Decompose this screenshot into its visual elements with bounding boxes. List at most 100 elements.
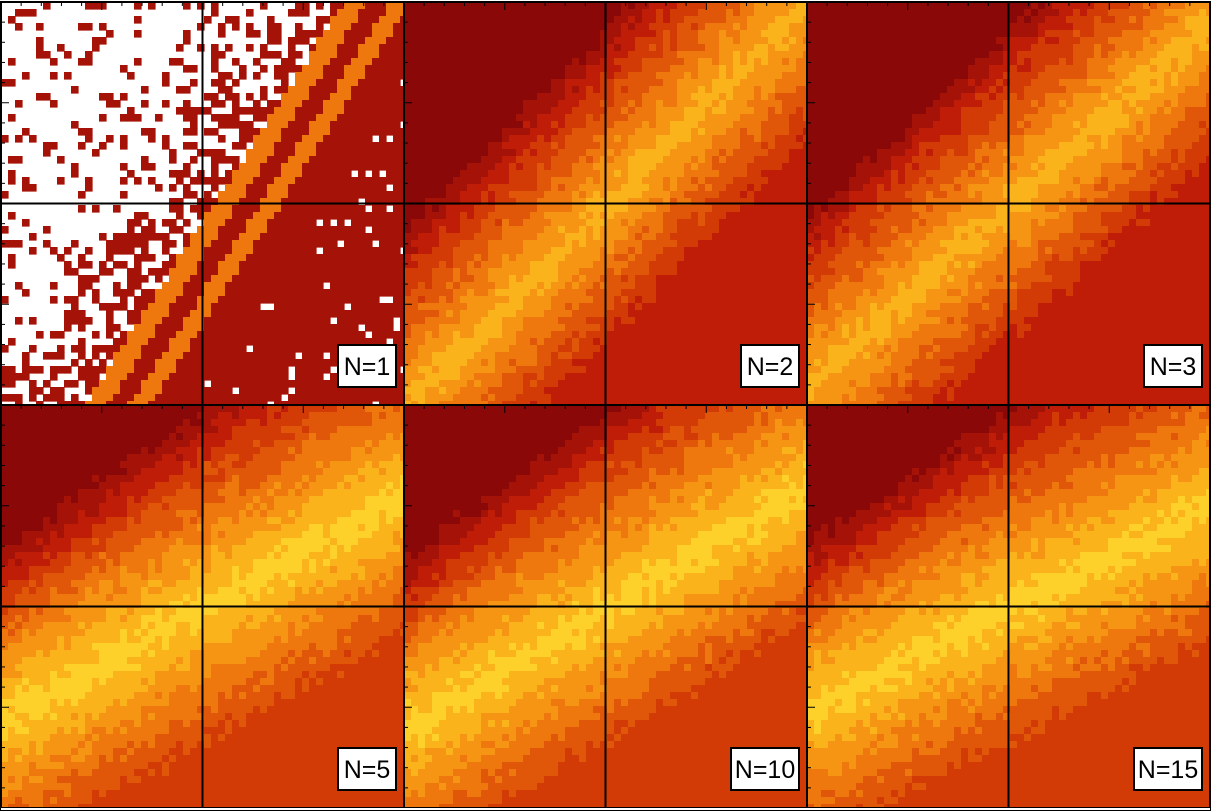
contour-cell — [747, 163, 755, 171]
contour-cell — [155, 394, 163, 402]
contour-cell — [162, 338, 170, 346]
contour-cell — [274, 163, 282, 171]
contour-cell — [36, 93, 44, 101]
contour-cell — [274, 289, 282, 297]
contour-cell — [516, 58, 524, 66]
contour-cell — [386, 191, 394, 199]
contour-cell — [593, 247, 601, 255]
contour-cell — [120, 296, 128, 304]
contour-cell — [404, 177, 412, 185]
contour-cell — [351, 142, 359, 150]
contour-cell — [176, 212, 184, 220]
contour-cell — [400, 198, 404, 206]
contour-cell — [393, 387, 401, 395]
contour-cell — [530, 128, 538, 136]
contour-cell — [267, 114, 275, 122]
contour-cell — [523, 352, 531, 360]
contour-cell — [404, 352, 412, 360]
contour-cell — [218, 100, 226, 108]
contour-cell — [635, 100, 643, 108]
contour-cell — [225, 366, 233, 374]
contour-cell — [649, 212, 657, 220]
contour-cell — [386, 65, 394, 73]
contour-cell — [628, 254, 636, 262]
contour-cell — [309, 135, 317, 143]
contour-cell — [418, 310, 426, 318]
contour-cell — [698, 72, 706, 80]
contour-cell — [432, 142, 440, 150]
contour-cell — [50, 331, 58, 339]
contour-cell — [120, 93, 128, 101]
contour-cell — [579, 149, 587, 157]
contour-cell — [726, 58, 734, 66]
contour-cell — [141, 212, 149, 220]
contour-cell — [551, 121, 559, 129]
contour-cell — [628, 296, 636, 304]
contour-cell — [155, 275, 163, 283]
contour-cell — [260, 177, 268, 185]
contour-cell — [418, 86, 426, 94]
contour-cell — [565, 394, 573, 402]
contour-cell — [309, 114, 317, 122]
contour-cell — [386, 275, 394, 283]
contour-cell — [474, 86, 482, 94]
contour-cell — [649, 149, 657, 157]
contour-cell — [127, 170, 135, 178]
contour-cell — [246, 44, 254, 52]
contour-cell — [295, 247, 303, 255]
contour-cell — [607, 366, 615, 374]
contour-cell — [148, 359, 156, 367]
contour-cell — [316, 86, 324, 94]
contour-cell — [572, 219, 580, 227]
contour-cell — [579, 261, 587, 269]
contour-cell — [351, 65, 359, 73]
contour-cell — [418, 338, 426, 346]
contour-cell — [551, 394, 559, 402]
contour-cell — [481, 128, 489, 136]
contour-cell — [418, 191, 426, 199]
contour-cell — [43, 394, 51, 402]
contour-cell — [302, 324, 310, 332]
contour-cell — [747, 121, 755, 129]
contour-cell — [726, 205, 734, 213]
contour-cell — [621, 177, 629, 185]
contour-cell — [530, 226, 538, 234]
contour-cell — [516, 233, 524, 241]
contour-cell — [502, 170, 510, 178]
contour-cell — [330, 128, 338, 136]
contour-cell — [113, 233, 121, 241]
contour-cell — [64, 268, 72, 276]
contour-cell — [344, 261, 352, 269]
contour-cell — [400, 58, 404, 66]
contour-cell — [460, 86, 468, 94]
contour-cell — [446, 72, 454, 80]
contour-cell — [1, 366, 9, 374]
contour-cell — [495, 114, 503, 122]
contour-cell — [488, 30, 496, 38]
contour-cell — [302, 310, 310, 318]
contour-cell — [488, 191, 496, 199]
contour-cell — [558, 2, 566, 10]
contour-cell — [446, 324, 454, 332]
contour-cell — [523, 394, 531, 402]
contour-cell — [747, 65, 755, 73]
contour-cell — [656, 177, 664, 185]
contour-cell — [523, 37, 531, 45]
contour-cell — [551, 128, 559, 136]
contour-cell — [593, 79, 601, 87]
contour-cell — [628, 324, 636, 332]
contour-cell — [232, 184, 240, 192]
contour-cell — [439, 198, 447, 206]
contour-cell — [705, 212, 713, 220]
contour-cell — [712, 163, 720, 171]
contour-cell — [516, 247, 524, 255]
contour-cell — [495, 380, 503, 388]
contour-cell — [260, 93, 268, 101]
contour-cell — [474, 338, 482, 346]
contour-cell — [176, 275, 184, 283]
contour-cell — [565, 289, 573, 297]
contour-cell — [295, 177, 303, 185]
contour-cell — [302, 345, 310, 353]
contour-cell — [344, 128, 352, 136]
contour-cell — [232, 58, 240, 66]
